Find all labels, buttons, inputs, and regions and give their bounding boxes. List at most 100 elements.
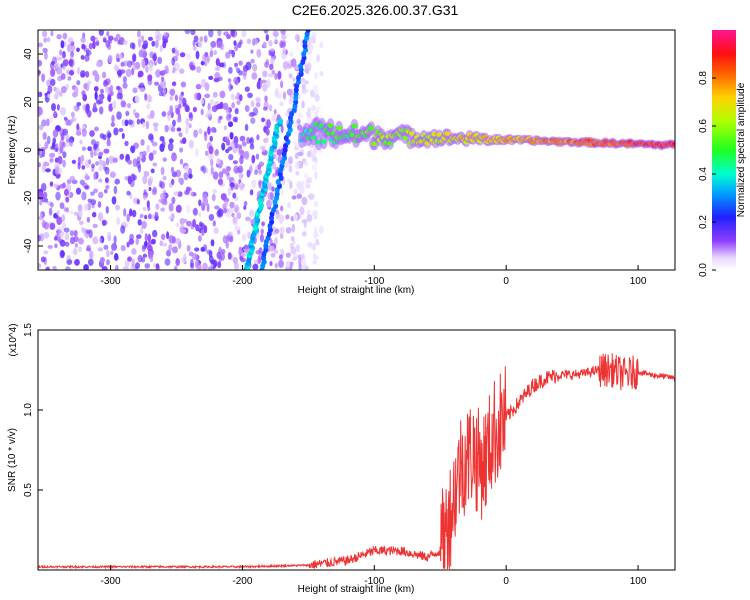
noise-blob	[60, 250, 65, 257]
noise-blob	[294, 152, 299, 160]
noise-blob	[239, 182, 243, 187]
band-point	[444, 131, 451, 136]
noise-blob	[85, 103, 90, 112]
noise-blob	[38, 124, 44, 131]
noise-blob	[290, 236, 295, 242]
noise-blob	[123, 40, 128, 45]
noise-blob	[160, 181, 165, 189]
noise-blob	[132, 87, 138, 94]
noise-blob	[97, 212, 104, 222]
noise-blob	[105, 40, 110, 48]
noise-blob	[69, 118, 74, 124]
noise-blob	[159, 240, 163, 247]
noise-blob	[249, 138, 253, 144]
noise-blob	[49, 152, 56, 158]
snr-panel: -300 -200 -100 0 100 0.5 1.0 1.5 Height of str…	[7, 323, 676, 595]
noise-blob	[210, 166, 214, 175]
x-tick-label: -300	[101, 576, 121, 587]
noise-blob	[271, 186, 275, 192]
noise-blob	[234, 62, 238, 67]
noise-blob	[307, 40, 312, 49]
noise-blob	[213, 227, 219, 234]
noise-blob	[304, 173, 308, 179]
noise-blob	[146, 200, 150, 209]
noise-blob	[204, 150, 209, 156]
noise-blob	[293, 213, 298, 221]
noise-blob	[129, 42, 135, 49]
noise-blob	[268, 40, 273, 47]
noise-blob	[61, 214, 66, 223]
noise-blob	[236, 100, 241, 105]
noise-blob	[113, 235, 117, 245]
noise-blob	[144, 93, 148, 101]
noise-blob	[306, 209, 311, 216]
noise-blob	[223, 125, 227, 131]
noise-blob	[233, 165, 239, 174]
snr-line	[38, 353, 675, 570]
noise-blob	[218, 115, 223, 120]
noise-blob	[185, 186, 191, 195]
noise-blob	[38, 59, 43, 67]
noise-blob	[190, 258, 194, 268]
noise-blob	[203, 225, 208, 234]
noise-blob	[208, 145, 214, 155]
noise-blob	[159, 45, 163, 53]
noise-blob	[162, 242, 168, 247]
noise-blob	[183, 172, 189, 181]
noise-blob	[296, 193, 303, 199]
noise-blob	[248, 111, 255, 118]
noise-blob	[301, 258, 307, 267]
noise-blob	[142, 175, 148, 185]
noise-blob	[98, 178, 103, 183]
noise-blob	[175, 258, 180, 266]
noise-blob	[106, 31, 110, 37]
noise-blob	[171, 57, 175, 66]
noise-blob	[282, 60, 289, 70]
noise-blob	[291, 195, 297, 200]
noise-blob	[147, 74, 153, 82]
noise-blob	[90, 35, 96, 42]
noise-blob	[269, 191, 274, 201]
noise-blob	[246, 137, 251, 144]
noise-blob	[47, 244, 53, 249]
snr-frame	[37, 329, 676, 571]
noise-blob	[196, 262, 202, 270]
noise-blob	[246, 38, 252, 45]
noise-blob	[152, 122, 159, 127]
noise-blob	[52, 265, 57, 270]
noise-blob	[172, 246, 178, 254]
noise-blob	[296, 182, 302, 190]
noise-blob	[85, 175, 90, 181]
noise-blob	[110, 122, 116, 127]
noise-blob	[99, 257, 105, 264]
band-point	[320, 139, 327, 144]
noise-blob	[109, 90, 114, 96]
noise-blob	[79, 156, 84, 165]
noise-blob	[175, 237, 181, 245]
noise-blob	[79, 139, 83, 145]
noise-blob	[73, 104, 77, 111]
noise-blob	[150, 238, 156, 245]
y-tick-label: 1.0	[23, 403, 34, 417]
noise-blob	[69, 210, 75, 215]
noise-blob	[50, 68, 56, 77]
noise-blob	[270, 57, 275, 65]
noise-blob	[175, 204, 182, 213]
noise-blob	[59, 183, 66, 189]
noise-blob	[81, 165, 86, 170]
noise-blob	[55, 87, 60, 96]
noise-blob	[82, 93, 88, 102]
noise-blob	[135, 238, 139, 246]
noise-blob	[160, 166, 165, 176]
noise-blob	[103, 166, 108, 171]
noise-blob	[232, 192, 237, 199]
noise-blob	[175, 169, 182, 178]
noise-blob	[203, 35, 208, 43]
noise-blob	[200, 99, 205, 104]
noise-blob	[109, 171, 116, 178]
noise-blob	[47, 93, 51, 99]
noise-blob	[50, 30, 54, 37]
noise-blob	[158, 92, 165, 97]
noise-blob	[43, 191, 48, 199]
noise-blob	[38, 70, 41, 75]
